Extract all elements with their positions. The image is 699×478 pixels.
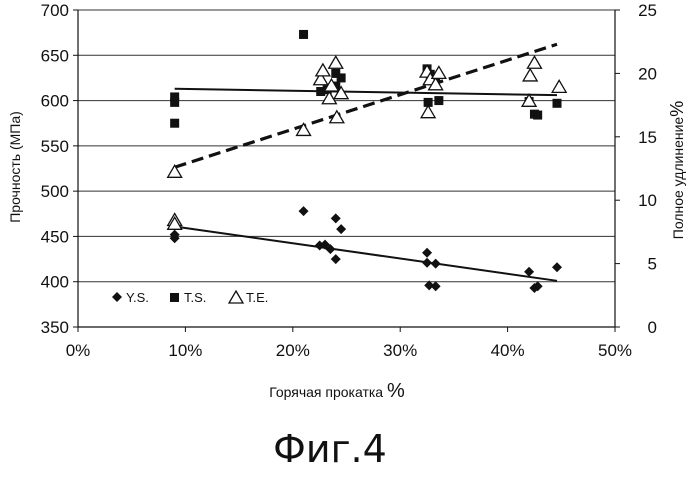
y-tick-label-1: 400 <box>41 273 69 292</box>
point-diamond-0-14 <box>524 266 535 277</box>
point-triangle-open-2-10 <box>332 85 350 100</box>
legend-marker-te <box>227 289 245 304</box>
gridlines <box>78 9 615 283</box>
point-triangle-open-2-8 <box>327 54 344 69</box>
point-square-1-0 <box>170 92 180 102</box>
y2-axis-title-unit: % <box>667 101 687 117</box>
trend-line-0 <box>174 225 558 282</box>
y-tick-label-6: 650 <box>41 46 69 65</box>
y-tick-labels: 350 400 450 500 550 600 650 700 <box>41 1 69 337</box>
x-tick-label-1: 10% <box>168 341 202 360</box>
point-triangle-open-2-15 <box>430 65 447 80</box>
point-square-1-13 <box>434 96 444 106</box>
x-tick-label-5: 50% <box>598 341 632 360</box>
legend-marker-ys <box>112 292 122 302</box>
axes <box>73 9 620 332</box>
point-triangle-open-2-5 <box>314 62 332 77</box>
legend-marker-ts <box>170 293 179 302</box>
point-square-1-6 <box>331 68 341 78</box>
point-diamond-0-12 <box>430 258 441 269</box>
y2-tick-label-4: 20 <box>638 64 657 83</box>
point-diamond-0-17 <box>552 262 563 273</box>
point-triangle-open-2-18 <box>526 54 543 69</box>
point-diamond-0-2 <box>298 206 309 217</box>
y2-tick-label-3: 15 <box>638 128 657 147</box>
point-square-1-10 <box>423 97 433 107</box>
y2-tick-labels: 0 5 10 15 20 25 <box>638 1 657 337</box>
trend-line-2 <box>174 42 558 169</box>
y-tick-label-2: 450 <box>41 227 69 246</box>
y-tick-label-3: 500 <box>41 182 69 201</box>
y2-tick-label-1: 5 <box>648 255 657 274</box>
y2-tick-label-2: 10 <box>638 191 657 210</box>
figure-caption: Фиг.4 <box>273 427 387 471</box>
point-square-1-17 <box>552 98 562 108</box>
y-tick-label-7: 700 <box>41 1 69 20</box>
x-axis-title: Горячая прокатка % <box>269 380 405 402</box>
point-triangle-open-2-3 <box>295 122 312 137</box>
y2-tick-label-5: 25 <box>638 1 657 20</box>
legend-label-ys: Y.S. <box>126 290 149 305</box>
legend: Y.S. T.S. T.E. <box>112 289 268 305</box>
point-diamond-0-16 <box>532 281 543 292</box>
data-points <box>166 29 568 294</box>
point-triangle-open-2-17 <box>522 67 539 82</box>
point-square-1-8 <box>336 73 346 83</box>
point-diamond-0-9 <box>422 247 433 258</box>
point-diamond-0-11 <box>424 280 435 291</box>
point-triangle-open-2-14 <box>427 76 444 91</box>
point-diamond-0-6 <box>330 213 341 224</box>
point-diamond-0-7 <box>330 254 341 265</box>
point-triangle-open-2-2 <box>166 216 183 230</box>
point-triangle-open-2-0 <box>166 164 183 178</box>
legend-label-te: T.E. <box>246 290 268 305</box>
point-triangle-open-2-6 <box>321 90 338 105</box>
point-square-1-3 <box>299 29 309 39</box>
x-tick-label-2: 20% <box>276 341 310 360</box>
point-triangle-open-2-4 <box>312 71 329 86</box>
y2-tick-label-0: 0 <box>648 318 657 337</box>
point-triangle-open-2-9 <box>328 109 345 124</box>
point-diamond-0-8 <box>336 224 347 235</box>
x-axis-title-unit: % <box>387 380 405 402</box>
x-axis-title-text: Горячая прокатка <box>269 384 383 400</box>
legend-label-ts: T.S. <box>184 290 206 305</box>
point-square-1-4 <box>316 87 326 97</box>
point-square-1-1 <box>170 97 180 107</box>
trend-lines <box>174 42 558 282</box>
point-square-1-2 <box>170 118 180 128</box>
y-tick-label-0: 350 <box>41 318 69 337</box>
y-tick-label-4: 550 <box>41 137 69 156</box>
point-diamond-0-1 <box>169 229 180 240</box>
y-tick-label-5: 600 <box>41 92 69 111</box>
x-tick-label-3: 30% <box>383 341 417 360</box>
point-triangle-open-2-12 <box>419 104 437 119</box>
x-tick-label-0: 0% <box>66 341 91 360</box>
point-triangle-open-2-7 <box>323 77 340 92</box>
x-tick-labels: 0% 10% 20% 30% 40% 50% <box>66 341 632 360</box>
point-diamond-0-10 <box>422 257 433 268</box>
point-triangle-open-2-16 <box>520 93 538 107</box>
y-axis-title: Прочность (МПа) <box>7 111 23 223</box>
point-diamond-0-13 <box>430 281 441 292</box>
x-tick-label-4: 40% <box>491 341 525 360</box>
point-square-1-16 <box>533 110 543 120</box>
point-diamond-0-5 <box>325 244 336 255</box>
y2-axis-title: Полное удлинение% <box>667 101 687 239</box>
y2-axis-title-text: Полное удлинение <box>670 117 686 240</box>
trend-line-1 <box>174 87 558 97</box>
point-triangle-open-2-19 <box>551 79 568 93</box>
